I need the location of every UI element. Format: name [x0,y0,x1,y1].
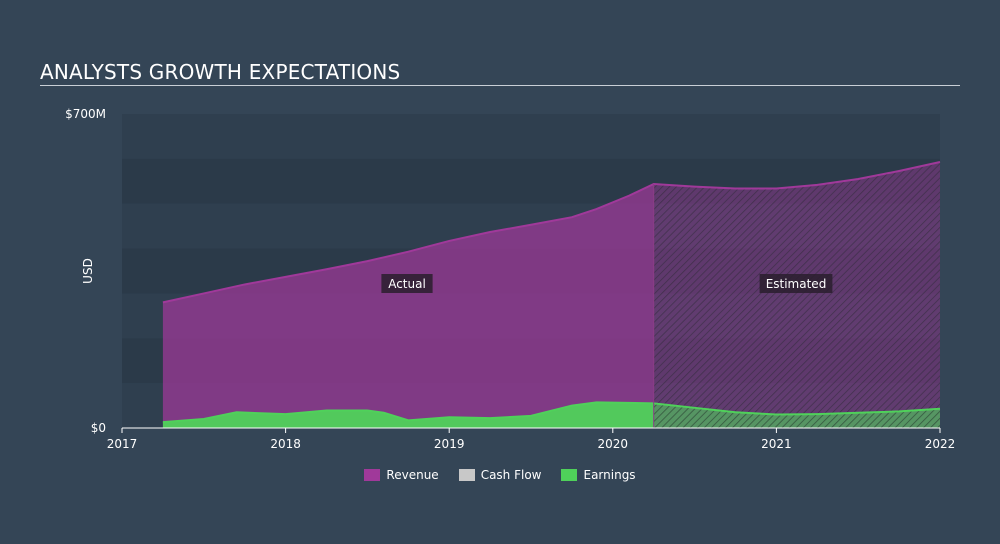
legend-label: Earnings [583,468,636,482]
revenue-area-actual [162,183,654,428]
grid-band [122,114,940,159]
x-tick-label: 2018 [270,437,301,451]
x-tick-label: 2022 [925,437,956,451]
actual-label: Actual [381,274,433,293]
legend-swatch [458,469,475,481]
legend-label: Revenue [386,468,439,482]
legend: Revenue Cash Flow Earnings [0,468,1000,482]
legend-swatch [364,469,381,481]
series-areas [162,161,941,429]
earnings-area-actual [162,402,654,428]
estimated-label-text: Estimated [766,277,827,291]
legend-item-earnings[interactable]: Earnings [561,468,636,482]
x-tick-label: 2021 [761,437,792,451]
y-tick-label: $700M [65,107,106,121]
chart-title: ANALYSTS GROWTH EXPECTATIONS [40,60,401,84]
y-tick-label: $0 [91,421,106,435]
legend-label: Cash Flow [480,468,542,482]
legend-item-cash-flow[interactable]: Cash Flow [458,468,542,482]
estimated-label-bg [759,274,833,293]
x-tick-label: 2019 [434,437,465,451]
legend-item-revenue[interactable]: Revenue [364,468,439,482]
actual-label-text: Actual [388,277,426,291]
x-tick-label: 2020 [598,437,629,451]
title-underline [40,85,960,86]
revenue-line [162,161,941,304]
estimated-label: Estimated [759,274,833,293]
x-tick-label: 2017 [107,437,138,451]
axes: 2017 2018 2019 2020 2021 2022 $0 $700M USD [65,107,955,451]
legend-swatch [561,469,578,481]
revenue-area-hatch [653,161,940,429]
earnings-line [162,401,941,424]
earnings-area-hatch [653,403,940,428]
y-axis-label: USD [81,258,95,284]
chart-labels: Actual Estimated [381,274,833,293]
actual-label-bg [381,274,433,293]
